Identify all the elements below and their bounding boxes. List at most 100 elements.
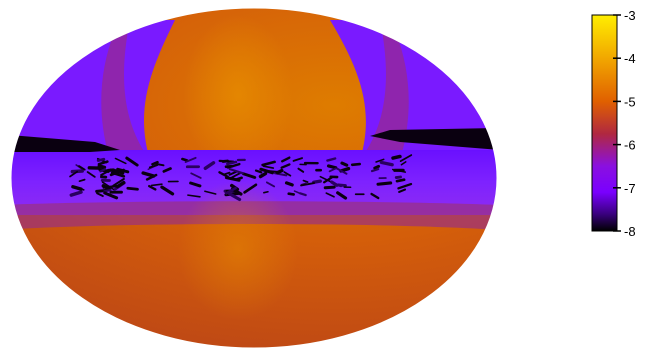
band-filament [399, 154, 413, 163]
band-filament [254, 169, 263, 174]
band-filament [190, 172, 202, 179]
band-filament [112, 177, 125, 187]
band-filament [103, 191, 119, 200]
band-filament [340, 161, 349, 167]
band-filament [224, 164, 234, 169]
band-filament [181, 157, 189, 162]
band-filament [397, 182, 413, 190]
band-filament [150, 183, 163, 187]
band-filament [228, 170, 238, 176]
band-filament [379, 160, 394, 167]
band-filament [145, 173, 158, 181]
band-filament [284, 181, 294, 187]
band-filament [112, 168, 125, 175]
band-filament [218, 171, 229, 178]
band-filament [326, 164, 338, 170]
band-filament [376, 181, 393, 186]
colorbar-tick-label: -4 [624, 51, 636, 66]
band-filament [78, 178, 86, 183]
band-filaments [69, 154, 413, 202]
band-filament [292, 157, 303, 162]
band-filament [86, 171, 96, 178]
band-filament [373, 164, 381, 170]
band-filament [400, 161, 407, 166]
colorbar-tick-label: -6 [624, 138, 636, 153]
band-filament [96, 192, 104, 198]
band-filament [263, 190, 269, 194]
band-filament [391, 168, 407, 173]
band-filament [325, 192, 335, 198]
band-filament [265, 181, 276, 188]
band-filament [266, 170, 281, 173]
band-filament [204, 190, 217, 195]
band-filament [330, 180, 339, 187]
band-filament [187, 194, 201, 198]
band-filament [350, 162, 362, 167]
band-filament [162, 167, 172, 173]
band-filament [326, 157, 337, 162]
colorbar-tick-label: -5 [624, 94, 636, 109]
band-filament [97, 160, 109, 166]
band-filament [243, 183, 258, 194]
band-filament [153, 162, 165, 167]
band-filament [184, 156, 197, 163]
band-filament [299, 192, 307, 197]
band-filament [241, 172, 257, 179]
band-filament [102, 184, 119, 189]
band-filament [280, 156, 291, 163]
upper-right-wing-shade [360, 20, 409, 160]
band-filament [336, 191, 348, 200]
colorbar-ticks: -3 -4 -5 -6 -7 -8 [613, 8, 636, 239]
upper-left-wing-shade [101, 20, 150, 160]
band-filament [224, 186, 237, 195]
band-filament [336, 167, 348, 175]
band-filament [228, 168, 244, 175]
band-filament [224, 176, 241, 182]
colorbar-gradient [591, 14, 618, 232]
band-filament [160, 185, 175, 196]
band-filament [302, 179, 309, 183]
band-filament [114, 157, 127, 165]
band-filament [395, 178, 406, 183]
band-filament [226, 160, 238, 166]
map-outline [10, 7, 498, 349]
right-dark-streak [370, 128, 497, 150]
band-filament [116, 167, 130, 174]
band-filament [391, 154, 402, 160]
band-filament [189, 181, 202, 188]
colorbar-tick-label: -7 [624, 181, 636, 196]
band-filament [229, 172, 241, 180]
band-filament [375, 158, 385, 163]
band-filament [148, 184, 157, 191]
band-filament [74, 187, 85, 191]
band-filament [258, 171, 268, 179]
band-filament [96, 157, 106, 162]
band-filament [394, 175, 402, 179]
band-filament [115, 180, 126, 189]
band-filament [148, 164, 159, 169]
left-dark-streak [11, 135, 120, 152]
band-filament [99, 168, 106, 173]
band-filament [228, 192, 242, 202]
band-filament [78, 165, 86, 171]
band-filament [69, 170, 79, 178]
band-filament [261, 160, 276, 167]
band-filament [287, 192, 295, 196]
upper-lobe-glow [183, 15, 293, 175]
band-filament [280, 163, 291, 169]
band-filament [126, 186, 139, 191]
band-filament [283, 171, 292, 177]
band-filament [141, 171, 156, 178]
lower-lobe-glow [178, 180, 298, 320]
band-filament [370, 192, 380, 200]
band-filament [109, 168, 120, 175]
band-filament [300, 182, 316, 187]
band-filament [103, 189, 112, 193]
band-filament [218, 159, 235, 163]
band-filament [370, 168, 380, 173]
band-filament [323, 185, 336, 190]
band-filament [125, 156, 139, 167]
band-filament [297, 167, 305, 173]
